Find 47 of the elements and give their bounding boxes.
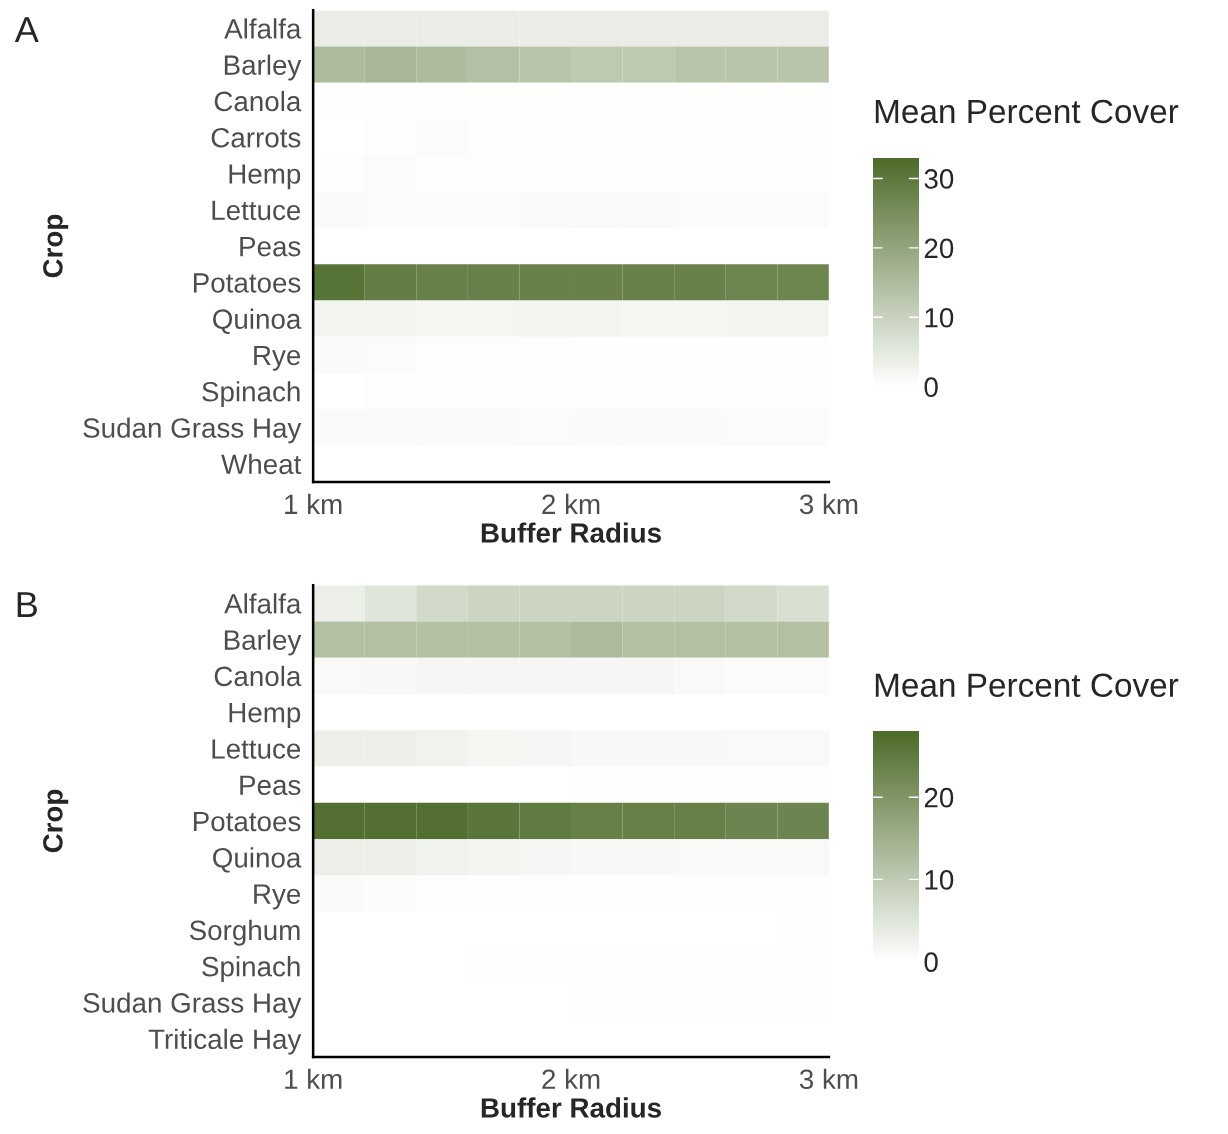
y-tick-label: Triticale Hay [148, 1028, 302, 1055]
y-tick-label: Potatoes [193, 273, 301, 293]
color-bar-label: 0 [924, 952, 938, 972]
chart-title: A [14, 17, 39, 43]
color-bar-label: 10 [925, 870, 954, 890]
color-bar-label: 10 [925, 307, 954, 328]
color-bar-title: Mean Percent Cover [875, 673, 1179, 698]
y-tick-label: Rye [254, 884, 301, 910]
y-tick-label: Spinach [202, 381, 300, 408]
y-tick-label: Peas [240, 237, 301, 257]
x-tick-label: 2 km [542, 493, 600, 514]
y-tick-label: Sudan Grass Hay [83, 417, 302, 444]
y-tick-label: Lettuce [212, 200, 301, 221]
y-tick-label: Hemp [229, 164, 301, 190]
y-tick-label: Potatoes [193, 811, 301, 832]
color-bar-title: Mean Percent Cover [875, 99, 1179, 124]
y-tick-label: Quinoa [213, 847, 302, 873]
x-tick-label: 2 km [542, 1068, 600, 1089]
y-tick-label: Sorghum [189, 919, 300, 946]
x-tick-label: 3 km [799, 1068, 858, 1090]
chart-title: B [17, 592, 37, 617]
y-tick-label: Quinoa [213, 308, 302, 334]
y-tick-label: Canola [214, 90, 302, 112]
x-axis-title: Buffer Radius [481, 1097, 661, 1118]
y-tick-label: Peas [240, 775, 301, 796]
color-bar-label: 0 [924, 377, 938, 398]
y-tick-label: Carrots [211, 127, 301, 148]
y-tick-label: Wheat [221, 453, 302, 475]
y-axis-title: Crop [43, 214, 69, 278]
y-tick-label: Lettuce [212, 739, 301, 759]
y-axis-title: Crop [43, 789, 69, 853]
y-tick-label: Alfalfa [224, 593, 302, 614]
y-tick-label: Barley [224, 54, 302, 81]
y-tick-label: Canola [214, 665, 302, 687]
y-tick-label: Rye [254, 345, 301, 371]
x-tick-label: 1 km [285, 493, 342, 514]
color-bar-label: 20 [924, 238, 954, 259]
x-axis-title: Buffer Radius [481, 522, 661, 543]
y-tick-label: Hemp [229, 703, 301, 728]
color-bar-label: 30 [924, 169, 954, 189]
y-tick-label: Spinach [202, 956, 300, 982]
y-tick-label: Alfalfa [224, 18, 302, 39]
y-tick-label: Barley [224, 629, 302, 656]
x-tick-label: 1 km [285, 1068, 342, 1089]
color-bar-label: 20 [924, 787, 954, 808]
x-tick-label: 3 km [799, 493, 858, 515]
y-tick-label: Sudan Grass Hay [83, 992, 302, 1019]
